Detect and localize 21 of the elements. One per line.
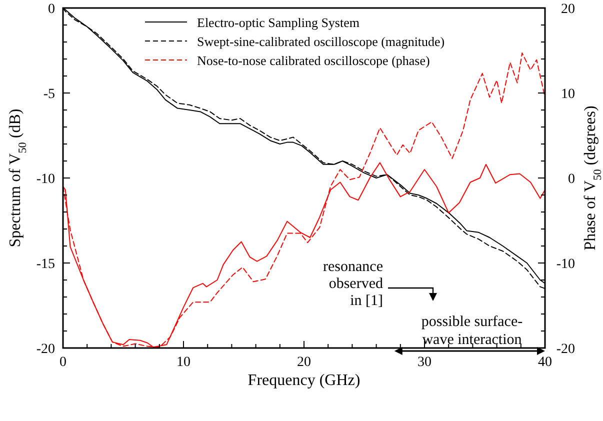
y2-tick-label: 20 xyxy=(561,2,575,17)
y2-tick-label: -20 xyxy=(556,342,575,357)
y-tick-label: -10 xyxy=(36,172,55,187)
y-tick-label: -15 xyxy=(36,257,55,272)
annotation: resonance observed in [1] xyxy=(323,259,384,309)
y-tick-label: -20 xyxy=(36,342,55,357)
x-axis-title: Frequency (GHz) xyxy=(248,372,360,389)
y2-tick-label: 10 xyxy=(561,87,575,102)
legend-label: Electro-optic Sampling System xyxy=(197,15,360,30)
x-tick-label: 20 xyxy=(297,355,311,370)
legend-label: Swept-sine-calibrated oscilloscope (magnitude) xyxy=(197,34,445,49)
y2-tick-label: 0 xyxy=(568,172,575,187)
annotation: possible surface- wave interaction xyxy=(421,314,523,348)
legend-label: Nose-to-nose calibrated oscilloscope (phase) xyxy=(197,53,430,68)
x-tick-label: 0 xyxy=(60,355,66,370)
y-tick-label: -5 xyxy=(43,87,55,102)
y-tick-label: 0 xyxy=(48,2,55,17)
x-tick-label: 10 xyxy=(176,355,190,370)
y2-tick-label: -10 xyxy=(556,257,575,272)
x-tick-label: 40 xyxy=(538,355,552,370)
x-tick-label: 30 xyxy=(418,355,432,370)
